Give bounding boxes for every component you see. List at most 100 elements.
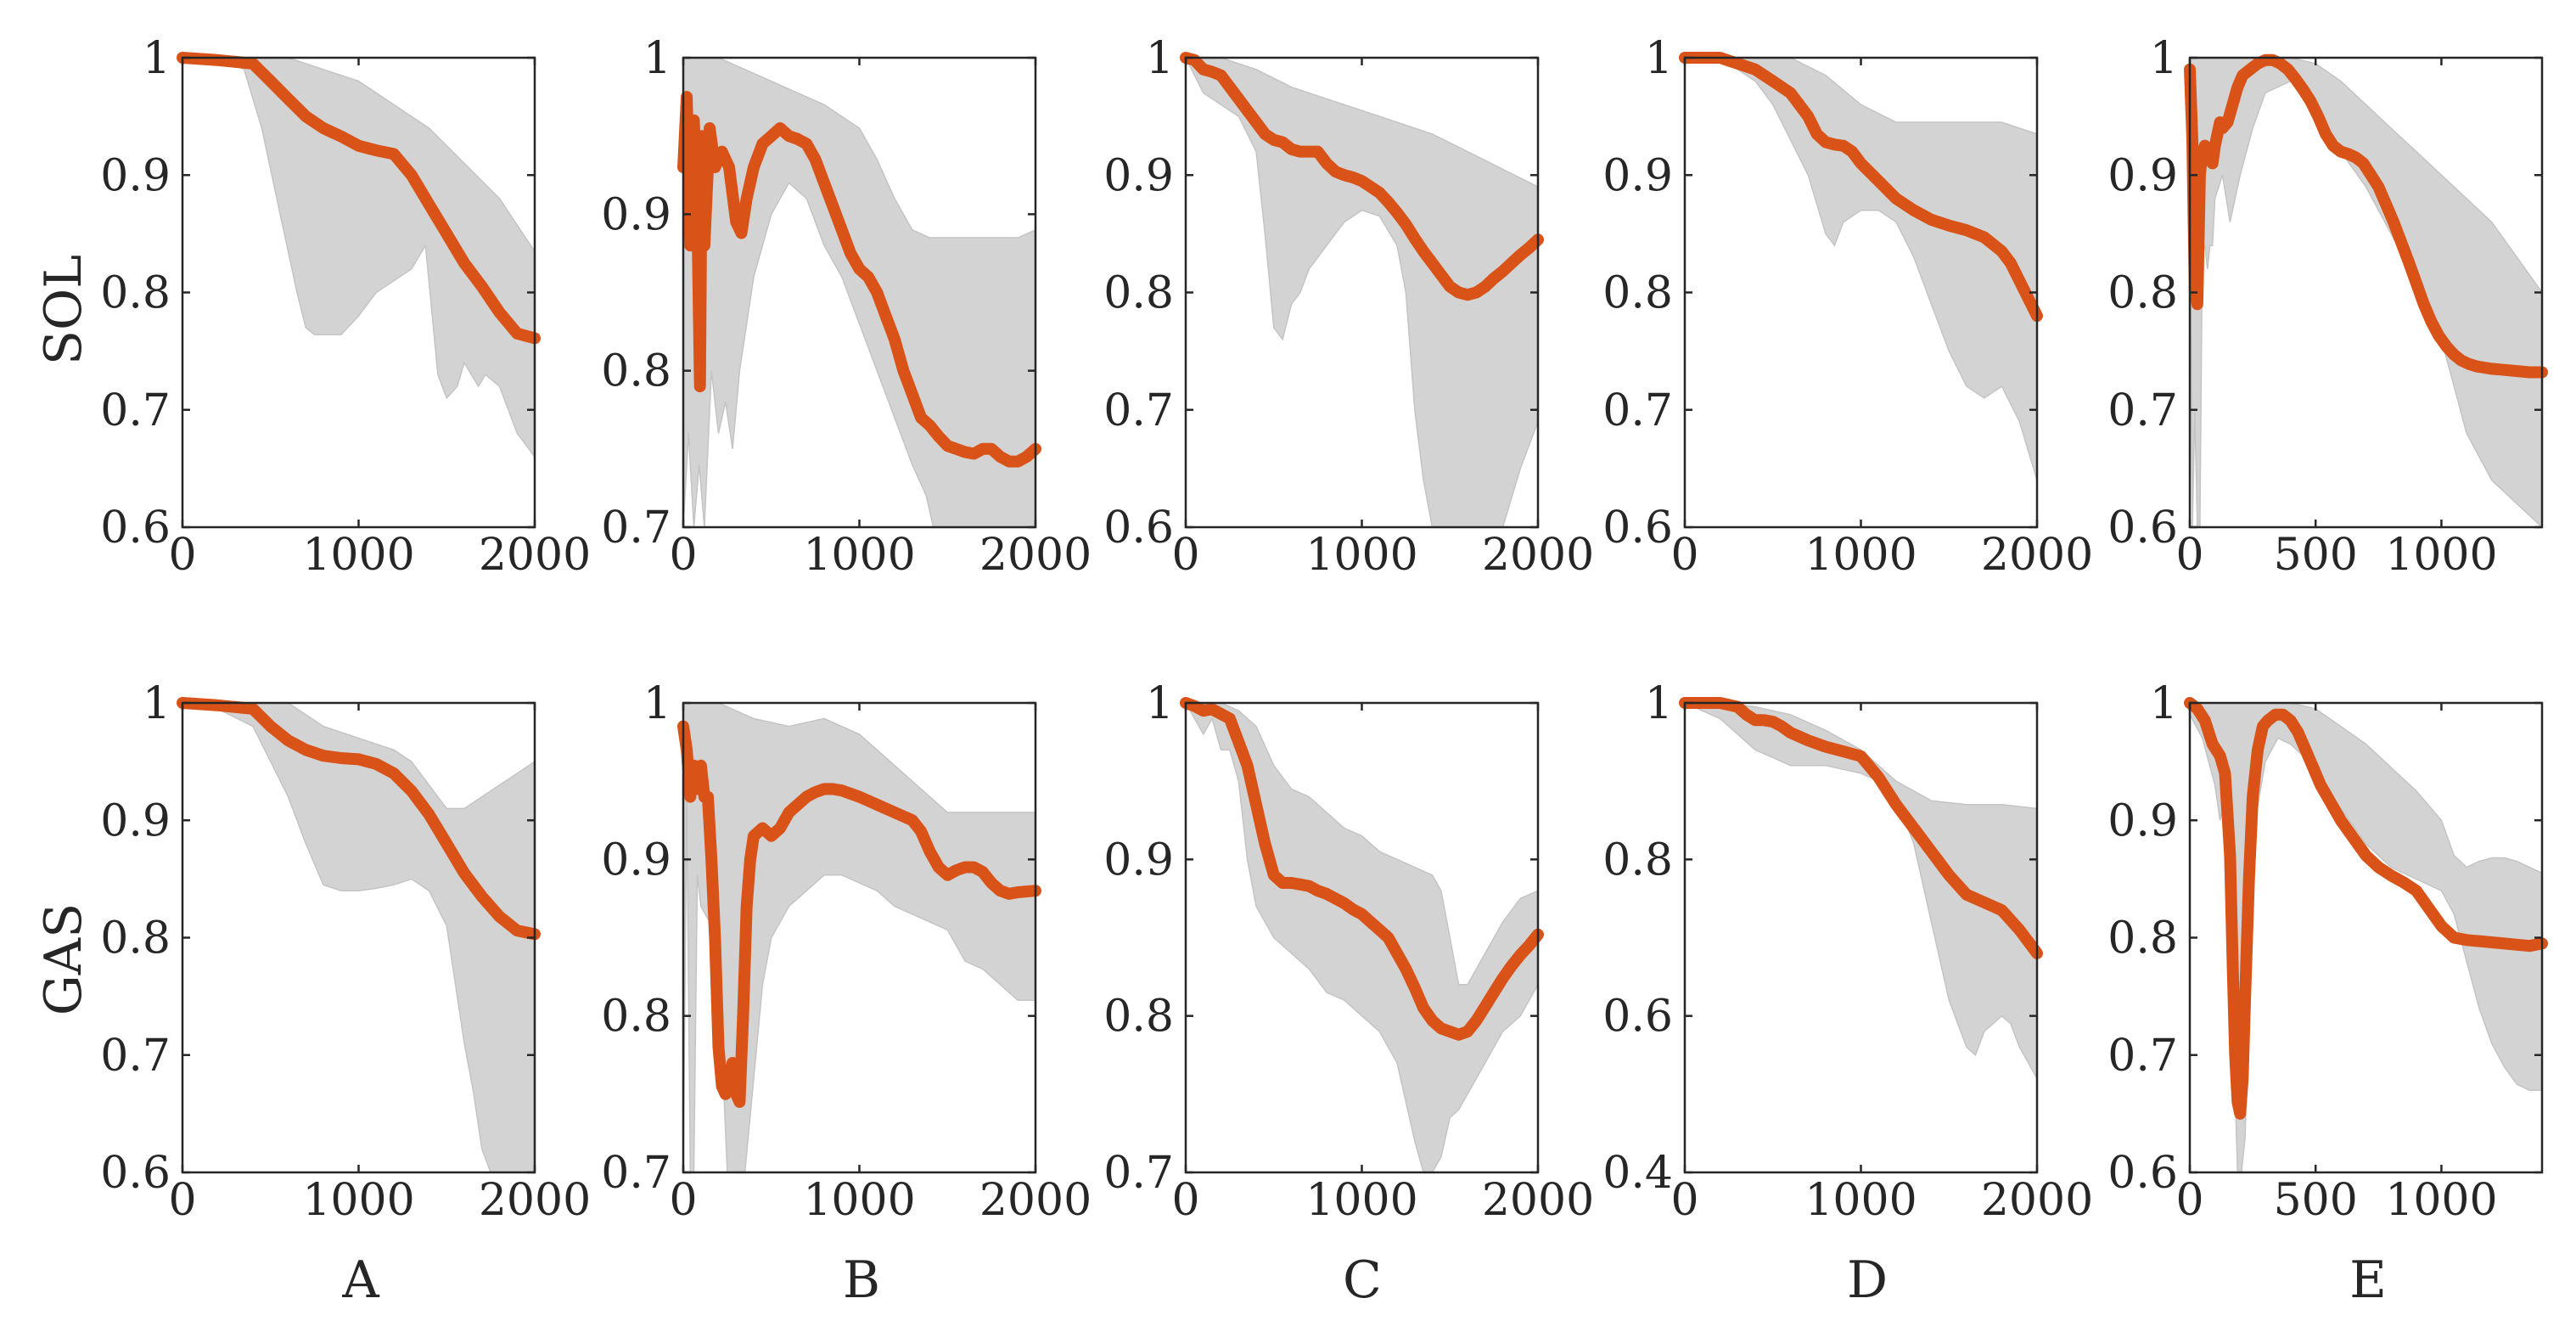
chart-gas-a-ytick-label: 0.8 (100, 913, 171, 964)
chart-gas-b-xtick-label: 0 (669, 1175, 697, 1226)
row-label-sol: SOL (34, 255, 93, 365)
chart-sol-c-ytick-label: 0.6 (1103, 503, 1174, 554)
chart-sol-d-mean-line (1679, 52, 2043, 323)
chart-gas-c-xtick-label: 2000 (1482, 1175, 1594, 1226)
chart-gas-d-xtick-label: 1000 (1804, 1175, 1917, 1226)
column-label-b: B (843, 1251, 880, 1310)
chart-sol-d-ytick-label: 0.9 (1602, 150, 1673, 201)
chart-gas-e-ytick-label: 0.6 (2107, 1148, 2178, 1199)
chart-gas-e-mean-line (2184, 697, 2548, 1120)
chart-gas-a-ytick-label: 0.9 (100, 795, 171, 846)
chart-gas-b-ytick-label: 1 (643, 678, 671, 729)
chart-sol-e-ytick-label: 0.8 (2107, 268, 2178, 319)
chart-sol-b-ytick-label: 0.7 (601, 503, 671, 554)
chart-gas-e-ytick-label: 0.8 (2107, 913, 2178, 964)
chart-gas-e-ytick-label: 0.9 (2107, 795, 2178, 846)
chart-gas-c-xtick-label: 1000 (1305, 1175, 1417, 1226)
chart-gas-b-ytick-label: 0.7 (601, 1148, 671, 1199)
chart-gas-d-xtick-label: 2000 (1981, 1175, 2093, 1226)
chart-gas-b-mean-line (677, 720, 1041, 1108)
chart-gas-a-ytick-label: 0.7 (100, 1031, 171, 1082)
chart-sol-d-ytick-label: 0.8 (1602, 268, 1673, 319)
chart-gas-c-mean-line (1180, 697, 1544, 1041)
chart-sol-c-ytick-label: 0.7 (1103, 385, 1174, 436)
chart-sol-a-ytick-label: 0.8 (100, 268, 171, 319)
chart-sol-c-xtick-label: 0 (1171, 530, 1199, 581)
chart-sol-b-xtick-label: 2000 (979, 530, 1092, 581)
chart-gas-b-ytick-label: 0.9 (601, 835, 671, 885)
chart-gas-e-xtick-label: 1000 (2385, 1175, 2497, 1226)
chart-gas-c-ytick-label: 0.8 (1103, 992, 1174, 1043)
mean-lines-layer (177, 52, 2548, 1120)
chart-sol-d-ytick-label: 0.6 (1602, 503, 1673, 554)
chart-sol-c-ytick-label: 1 (1146, 33, 1174, 84)
chart-sol-a-xtick-label: 0 (168, 530, 196, 581)
chart-sol-e-xtick-label: 0 (2175, 530, 2203, 581)
column-label-c: C (1343, 1251, 1382, 1310)
chart-gas-d-ytick-label: 0.6 (1602, 992, 1673, 1043)
chart-gas-a-ytick-label: 1 (143, 678, 171, 729)
column-label-a: A (341, 1251, 379, 1310)
chart-gas-d-band (1685, 703, 2037, 1080)
column-label-d: D (1847, 1251, 1888, 1310)
chart-sol-d-xtick-label: 0 (1670, 530, 1698, 581)
chart-sol-a-ytick-label: 1 (143, 33, 171, 84)
chart-gas-b-ytick-label: 0.8 (601, 992, 671, 1043)
chart-gas-c-ytick-label: 1 (1146, 678, 1174, 729)
chart-sol-e-xtick-label: 1000 (2385, 530, 2497, 581)
chart-sol-a-xtick-label: 2000 (479, 530, 591, 581)
chart-sol-c-xtick-label: 1000 (1305, 530, 1417, 581)
chart-gas-a-xtick-label: 1000 (302, 1175, 414, 1226)
chart-gas-c-xtick-label: 0 (1171, 1175, 1199, 1226)
chart-gas-a-band (182, 703, 535, 1172)
chart-sol-c-ytick-label: 0.9 (1103, 150, 1174, 201)
chart-sol-b-xtick-label: 1000 (803, 530, 915, 581)
chart-gas-a-xtick-label: 2000 (479, 1175, 591, 1226)
chart-gas-d-ytick-label: 0.4 (1602, 1148, 1673, 1199)
chart-gas-e-xtick-label: 500 (2274, 1175, 2358, 1226)
chart-gas-b-xtick-label: 1000 (803, 1175, 915, 1226)
chart-gas-c-band (1186, 703, 1538, 1172)
chart-sol-e-mean-line (2184, 53, 2548, 379)
chart-sol-a-xtick-label: 1000 (302, 530, 414, 581)
chart-sol-c-ytick-label: 0.8 (1103, 268, 1174, 319)
chart-sol-e-ytick-label: 1 (2150, 33, 2178, 84)
chart-sol-b-ytick-label: 0.8 (601, 346, 671, 397)
chart-sol-d-band (1685, 58, 2037, 481)
chart-sol-c-mean-line (1180, 52, 1544, 301)
chart-sol-d-ytick-label: 1 (1645, 33, 1673, 84)
chart-sol-e-ytick-label: 0.6 (2107, 503, 2178, 554)
chart-gas-c-ytick-label: 0.7 (1103, 1148, 1174, 1199)
chart-sol-d-ytick-label: 0.7 (1602, 385, 1673, 436)
chart-sol-b-xtick-label: 0 (669, 530, 697, 581)
chart-gas-d-ytick-label: 1 (1645, 678, 1673, 729)
chart-sol-e-ytick-label: 0.7 (2107, 385, 2178, 436)
chart-gas-e-xtick-label: 0 (2175, 1175, 2203, 1226)
chart-sol-a-ytick-label: 0.7 (100, 385, 171, 436)
column-label-e: E (2349, 1251, 2387, 1310)
chart-gas-d-ytick-label: 0.8 (1602, 835, 1673, 885)
chart-gas-d-mean-line (1679, 697, 2043, 959)
chart-sol-c-band (1186, 58, 1538, 527)
chart-gas-a-ytick-label: 0.6 (100, 1148, 171, 1199)
chart-gas-c-ytick-label: 0.9 (1103, 835, 1174, 885)
chart-sol-a-ytick-label: 0.6 (100, 503, 171, 554)
chart-sol-a-band (182, 58, 535, 458)
chart-sol-e-xtick-label: 500 (2274, 530, 2358, 581)
chart-gas-a-mean-line (177, 697, 541, 941)
chart-sol-b-mean-line (677, 91, 1041, 468)
chart-sol-b-ytick-label: 1 (643, 33, 671, 84)
chart-sol-c-xtick-label: 2000 (1482, 530, 1594, 581)
chart-gas-b-xtick-label: 2000 (979, 1175, 1092, 1226)
chart-gas-a-xtick-label: 0 (168, 1175, 196, 1226)
chart-sol-a-ytick-label: 0.9 (100, 150, 171, 201)
chart-sol-d-xtick-label: 2000 (1981, 530, 2093, 581)
chart-sol-e-ytick-label: 0.9 (2107, 150, 2178, 201)
chart-gas-e-ytick-label: 0.7 (2107, 1031, 2178, 1082)
chart-sol-a-mean-line (177, 52, 541, 345)
chart-sol-d-xtick-label: 1000 (1804, 530, 1917, 581)
chart-gas-e-ytick-label: 1 (2150, 678, 2178, 729)
chart-sol-e-band (2190, 58, 2542, 527)
